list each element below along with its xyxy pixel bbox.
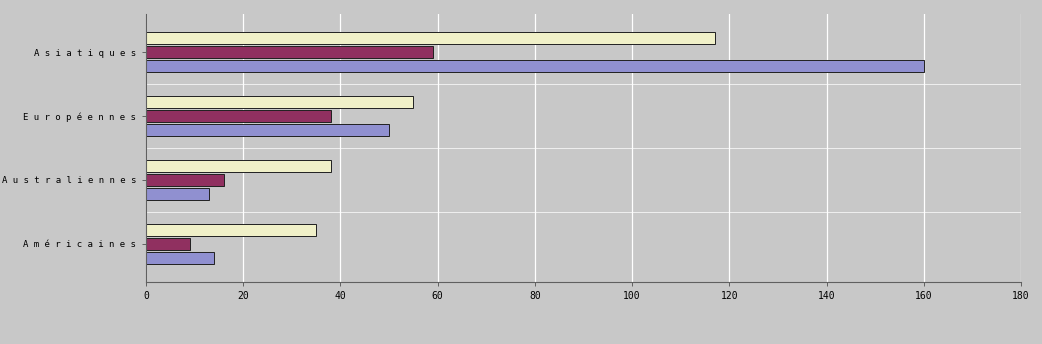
Bar — [146, 96, 414, 108]
Bar — [146, 32, 715, 44]
Bar — [146, 110, 330, 122]
Bar — [146, 238, 190, 250]
Bar — [146, 46, 432, 58]
Bar — [146, 224, 316, 236]
Bar — [146, 188, 209, 200]
Bar — [146, 124, 389, 136]
Bar — [146, 174, 224, 186]
Bar — [146, 251, 214, 264]
Bar — [146, 60, 924, 72]
Bar — [146, 160, 330, 172]
